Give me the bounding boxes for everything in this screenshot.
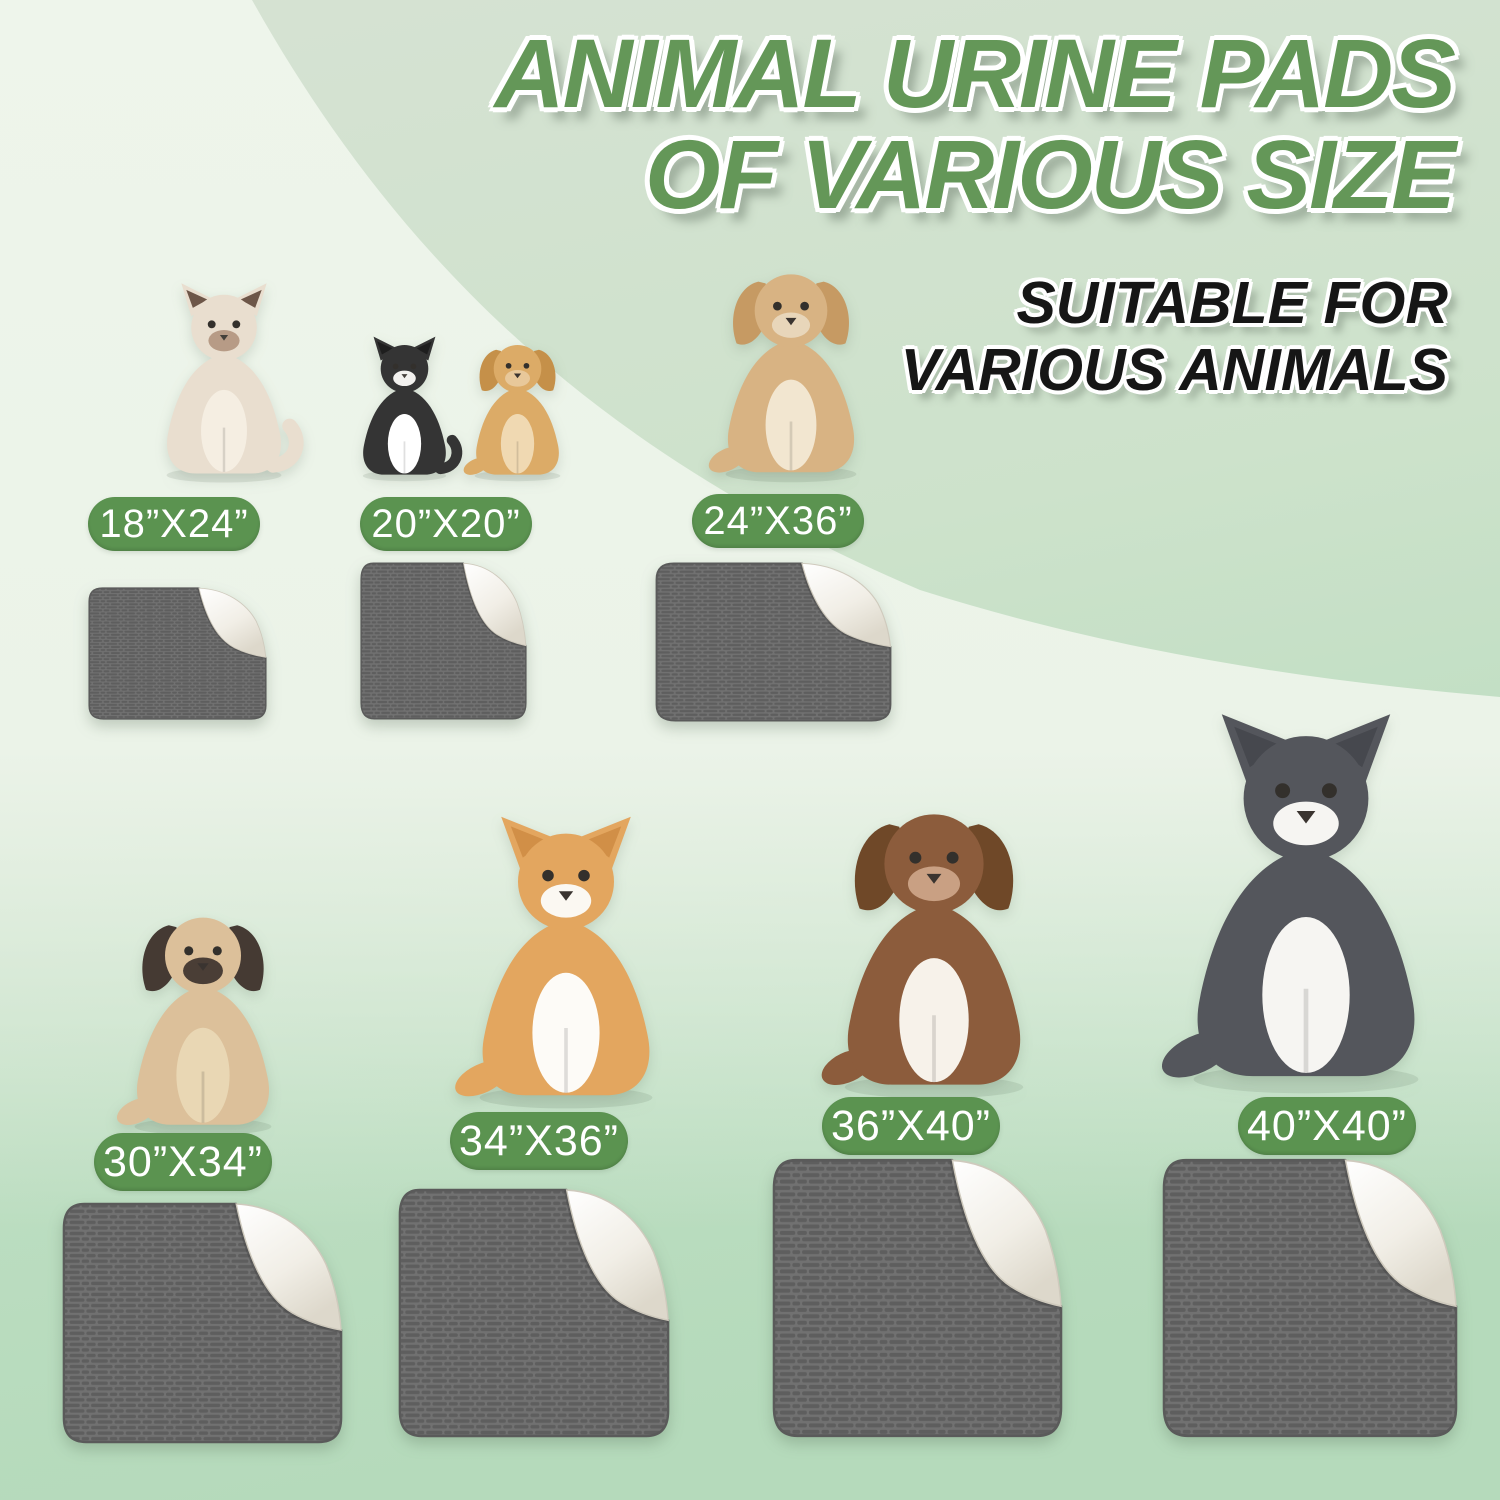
siamese-cat-image <box>118 280 330 485</box>
title-line-1: ANIMAL URINE PADS <box>494 19 1456 128</box>
pug-image <box>108 848 298 1138</box>
title-line-2: OF VARIOUS SIZE <box>645 119 1456 229</box>
corgi-image <box>430 812 702 1112</box>
poster-subtitle: SUITABLE FOR VARIOUS ANIMALS <box>688 270 1448 405</box>
urine-pad-30x34-image <box>62 1202 343 1444</box>
tan-dog-image <box>700 258 882 485</box>
size-label: 24”X36” <box>703 498 853 543</box>
size-badge-24x36: 24”X36” <box>692 494 864 548</box>
australian-shepherd-image <box>810 770 1058 1102</box>
urine-pad-20x20-image <box>360 562 527 720</box>
size-badge-20x20: 20”X20” <box>360 497 532 551</box>
size-label: 20”X20” <box>371 501 521 546</box>
urine-pad-36x40-image <box>772 1158 1063 1438</box>
size-badge-18x24: 18”X24” <box>88 497 260 551</box>
subtitle-line-2: VARIOUS ANIMALS <box>900 337 1448 404</box>
urine-pad-24x36-image <box>655 562 892 722</box>
size-label: 36”X40” <box>831 1101 991 1150</box>
urine-pad-34x36-image <box>398 1188 670 1438</box>
size-label: 30”X34” <box>103 1137 263 1186</box>
urine-pad-40x40-image <box>1162 1158 1458 1438</box>
size-label: 40”X40” <box>1247 1101 1407 1150</box>
size-label: 34”X36” <box>459 1116 619 1165</box>
urine-pad-18x24-image <box>88 587 267 720</box>
poster-title: ANIMAL URINE PADS OF VARIOUS SIZE <box>354 19 1456 229</box>
size-badge-40x40: 40”X40” <box>1238 1097 1416 1155</box>
size-label: 18”X24” <box>99 501 249 546</box>
subtitle-line-1: SUITABLE FOR <box>1016 270 1448 336</box>
size-badge-34x36: 34”X36” <box>450 1112 628 1170</box>
size-badge-36x40: 36”X40” <box>822 1097 1000 1155</box>
size-badge-30x34: 30”X34” <box>94 1133 272 1191</box>
siberian-husky-image <box>1150 700 1462 1098</box>
cat-and-puppy-image <box>361 335 562 483</box>
